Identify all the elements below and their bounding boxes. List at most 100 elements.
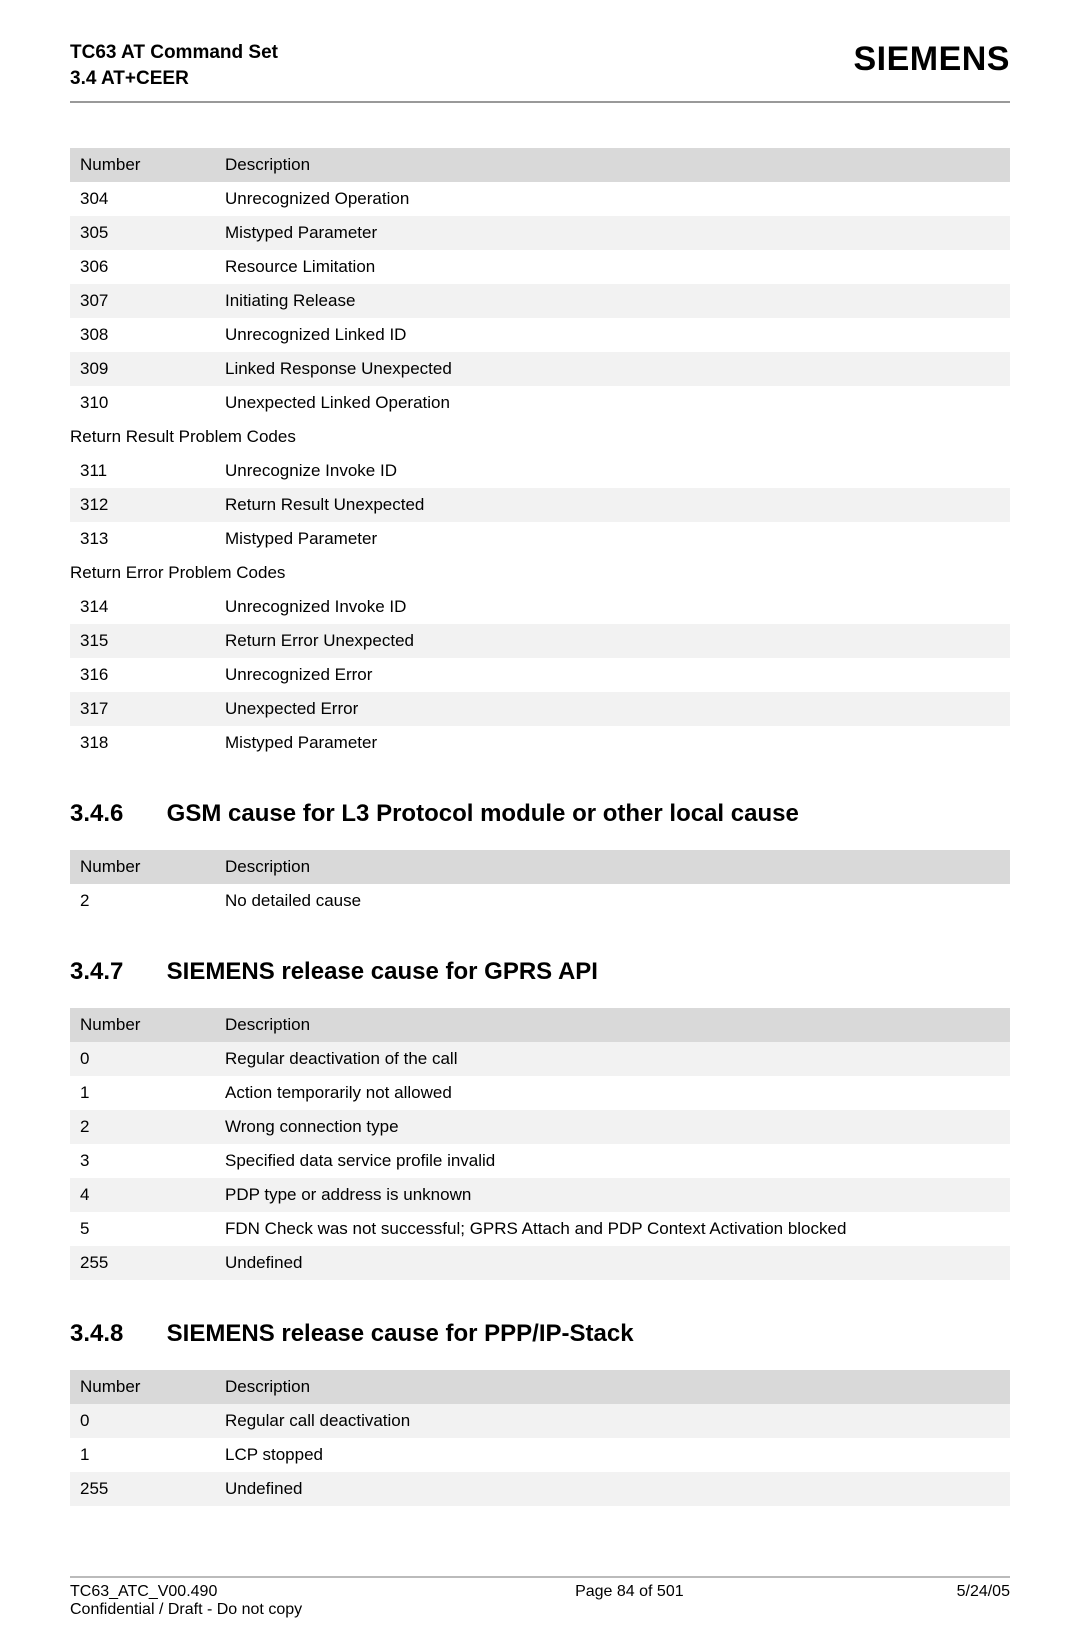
cell-desc: Linked Response Unexpected [215,352,1010,386]
cell-number: 0 [70,1404,215,1438]
table-row: 255Undefined [70,1246,1010,1280]
col-number: Number [70,1008,215,1042]
table-row: 308Unrecognized Linked ID [70,318,1010,352]
section-title: SIEMENS release cause for GPRS API [167,958,598,985]
table-row: 316Unrecognized Error [70,658,1010,692]
cell-desc: Unrecognized Error [215,658,1010,692]
header-divider [70,101,1010,103]
table-row: 2Wrong connection type [70,1110,1010,1144]
table-row: 314Unrecognized Invoke ID [70,590,1010,624]
footer-page-number: Page 84 of 501 [575,1583,684,1619]
col-number: Number [70,1370,215,1404]
cell-number: 1 [70,1076,215,1110]
cell-desc: Return Result Unexpected [215,488,1010,522]
table-row: 1Action temporarily not allowed [70,1076,1010,1110]
cell-number: 318 [70,726,215,760]
cell-desc: Unexpected Error [215,692,1010,726]
cell-number: 311 [70,454,215,488]
cell-number: 314 [70,590,215,624]
table-row: 312Return Result Unexpected [70,488,1010,522]
cell-desc: No detailed cause [215,884,1010,918]
table-row: 305Mistyped Parameter [70,216,1010,250]
cell-number: 307 [70,284,215,318]
cell-desc: Unrecognized Invoke ID [215,590,1010,624]
section-heading-346: 3.4.6 GSM cause for L3 Protocol module o… [70,800,1010,828]
table-row: 309Linked Response Unexpected [70,352,1010,386]
cell-desc: Initiating Release [215,284,1010,318]
cell-number: 2 [70,1110,215,1144]
table-row: 255Undefined [70,1472,1010,1506]
table-row: 0Regular call deactivation [70,1404,1010,1438]
footer-date: 5/24/05 [957,1583,1010,1619]
table-row: 310Unexpected Linked Operation [70,386,1010,420]
page-header: TC63 AT Command Set 3.4 AT+CEER SIEMENS [70,40,1010,91]
section-number: 3.4.6 [70,800,160,828]
table-347: Number Description 0Regular deactivation… [70,1008,1010,1280]
table-header-row: Number Description [70,1008,1010,1042]
cell-number: 312 [70,488,215,522]
cell-desc: Action temporarily not allowed [215,1076,1010,1110]
header-title: TC63 AT Command Set 3.4 AT+CEER [70,40,278,91]
cell-number: 304 [70,182,215,216]
cell-desc: Specified data service profile invalid [215,1144,1010,1178]
cell-desc: Regular deactivation of the call [215,1042,1010,1076]
cell-number: 308 [70,318,215,352]
table-row: 304Unrecognized Operation [70,182,1010,216]
cell-number: 316 [70,658,215,692]
section-number: 3.4.8 [70,1320,160,1348]
table-row: 318Mistyped Parameter [70,726,1010,760]
table-row: 0Regular deactivation of the call [70,1042,1010,1076]
cell-desc: Mistyped Parameter [215,726,1010,760]
col-description: Description [215,1370,1010,1404]
cell-desc: Unrecognize Invoke ID [215,454,1010,488]
section-label: Return Error Problem Codes [70,556,1010,590]
cell-number: 305 [70,216,215,250]
cell-number: 315 [70,624,215,658]
cell-desc: Unexpected Linked Operation [215,386,1010,420]
table-row: 311Unrecognize Invoke ID [70,454,1010,488]
brand-logo: SIEMENS [853,40,1010,79]
section-label: Return Result Problem Codes [70,420,1010,454]
header-title-line2: 3.4 AT+CEER [70,66,278,92]
footer-row: TC63_ATC_V00.490 Confidential / Draft - … [70,1583,1010,1619]
cell-desc: Undefined [215,1246,1010,1280]
table-row: 4PDP type or address is unknown [70,1178,1010,1212]
cell-desc: Return Error Unexpected [215,624,1010,658]
table-346: Number Description 2No detailed cause [70,850,1010,918]
cell-desc: Regular call deactivation [215,1404,1010,1438]
table-348: Number Description 0Regular call deactiv… [70,1370,1010,1506]
table-row: 2No detailed cause [70,884,1010,918]
cell-number: 310 [70,386,215,420]
col-number: Number [70,148,215,182]
col-description: Description [215,1008,1010,1042]
cell-desc: Mistyped Parameter [215,216,1010,250]
table-row: 315Return Error Unexpected [70,624,1010,658]
table-row: 306Resource Limitation [70,250,1010,284]
cell-number: 306 [70,250,215,284]
section-title: GSM cause for L3 Protocol module or othe… [167,800,799,827]
footer-confidential: Confidential / Draft - Do not copy [70,1601,302,1619]
cell-desc: Wrong connection type [215,1110,1010,1144]
section-heading-348: 3.4.8 SIEMENS release cause for PPP/IP-S… [70,1320,1010,1348]
cell-number: 309 [70,352,215,386]
cell-desc: Mistyped Parameter [215,522,1010,556]
section-heading-347: 3.4.7 SIEMENS release cause for GPRS API [70,958,1010,986]
cell-desc: Resource Limitation [215,250,1010,284]
table-problem-codes: Number Description 304Unrecognized Opera… [70,148,1010,760]
table-row: 5FDN Check was not successful; GPRS Atta… [70,1212,1010,1246]
page-footer: TC63_ATC_V00.490 Confidential / Draft - … [70,1576,1010,1619]
col-number: Number [70,850,215,884]
cell-desc: Unrecognized Operation [215,182,1010,216]
cell-desc: LCP stopped [215,1438,1010,1472]
cell-number: 3 [70,1144,215,1178]
cell-number: 1 [70,1438,215,1472]
footer-divider [70,1576,1010,1578]
section-title: SIEMENS release cause for PPP/IP-Stack [167,1320,634,1347]
cell-number: 4 [70,1178,215,1212]
cell-number: 255 [70,1246,215,1280]
cell-desc: Unrecognized Linked ID [215,318,1010,352]
cell-number: 5 [70,1212,215,1246]
col-description: Description [215,850,1010,884]
section-number: 3.4.7 [70,958,160,986]
cell-desc: Undefined [215,1472,1010,1506]
